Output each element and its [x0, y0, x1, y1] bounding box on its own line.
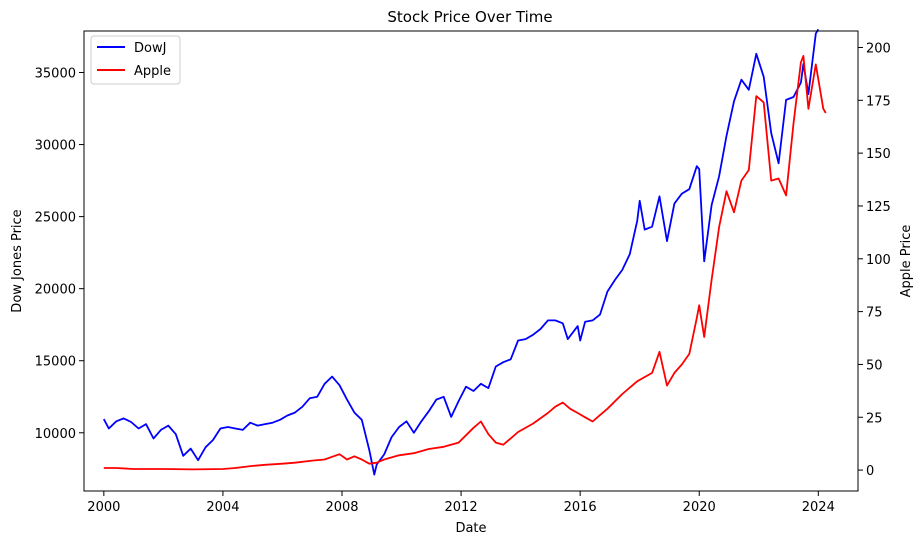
y-left-axis-label: Dow Jones Price	[10, 209, 25, 312]
y-right-tick-label: 0	[866, 464, 874, 479]
legend: DowJ Apple	[90, 35, 181, 85]
y-right-tick-label: 175	[866, 94, 891, 109]
y-left-axis-ticks: 10000 15000 20000 25000 30000 35000	[35, 67, 84, 442]
y-left-tick-label: 10000	[35, 427, 76, 442]
y-right-tick-label: 50	[866, 358, 883, 373]
y-left-tick-label: 35000	[35, 67, 76, 82]
series-line-apple	[103, 55, 827, 471]
plot-frame	[83, 30, 859, 492]
y-left-tick-label: 15000	[35, 355, 76, 370]
x-tick-label: 2020	[683, 500, 716, 515]
y-right-tick-label: 200	[866, 41, 891, 56]
y-right-tick-label: 125	[866, 200, 891, 215]
chart-title: Stock Price Over Time	[387, 8, 552, 26]
series-line-dowj	[103, 28, 820, 476]
y-right-tick-label: 100	[866, 253, 891, 268]
x-tick-label: 2000	[87, 500, 120, 515]
y-left-tick-label: 20000	[35, 283, 76, 298]
y-left-tick-label: 25000	[35, 211, 76, 226]
y-right-tick-label: 75	[866, 306, 883, 321]
x-tick-label: 2004	[206, 500, 239, 515]
y-right-tick-label: 150	[866, 147, 891, 162]
legend-label-apple: Apple	[134, 64, 171, 79]
x-tick-label: 2012	[445, 500, 478, 515]
x-axis-label: Date	[455, 521, 486, 536]
x-tick-label: 2008	[325, 500, 358, 515]
x-tick-label: 2016	[564, 500, 597, 515]
legend-label-dowj: DowJ	[134, 41, 166, 56]
y-right-axis-label: Apple Price	[899, 225, 914, 298]
x-axis-ticks: 2000 2004 2008 2012 2016 2020 2024	[87, 491, 835, 515]
y-left-tick-label: 30000	[35, 139, 76, 154]
plot-lines	[103, 28, 827, 476]
x-tick-label: 2024	[802, 500, 835, 515]
y-right-tick-label: 25	[866, 411, 883, 426]
y-right-axis-ticks: 0 25 50 75 100 125 150 175 200	[858, 41, 891, 479]
